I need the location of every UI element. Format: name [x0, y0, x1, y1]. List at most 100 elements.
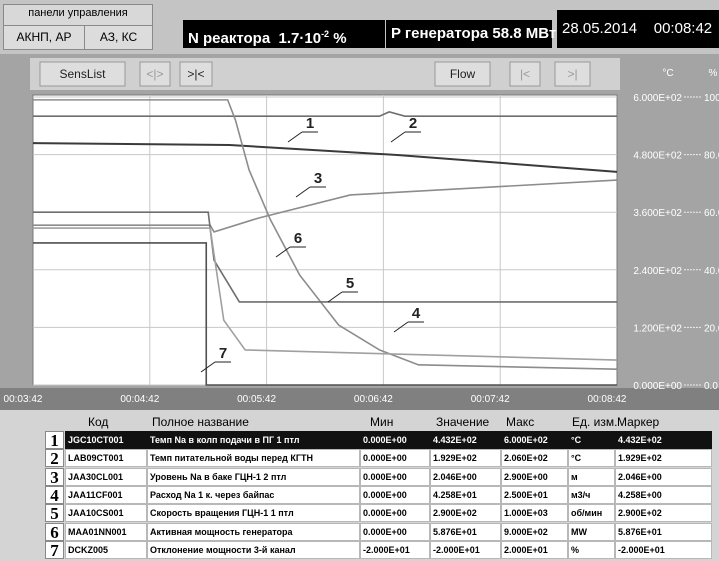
- label-leader: [390, 131, 406, 143]
- table-cell: Активная мощность генератора: [147, 522, 360, 541]
- y2-tick-label: 40.0: [704, 266, 719, 277]
- table-cell: 9.000E+02: [501, 522, 568, 541]
- table-cell: 1.929E+02: [615, 449, 712, 468]
- x-tick-label: 00:05:42: [237, 394, 276, 405]
- series-label: 4: [412, 305, 421, 322]
- table-cell: 4.432E+02: [615, 431, 712, 449]
- label-leader: [295, 186, 311, 198]
- toolbar-button[interactable]: Flow: [434, 61, 491, 87]
- table-cell: Скорость вращения ГЦН-1 1 птл: [147, 504, 360, 523]
- table-cell: 0.000E+00: [360, 522, 430, 541]
- button-bg: [139, 61, 171, 87]
- time: 00:08:42: [653, 20, 713, 37]
- table-cell: -2.000E+01: [430, 540, 501, 559]
- series-line: [33, 227, 618, 361]
- toolbar-button[interactable]: <|>: [139, 61, 171, 87]
- label-leader: [275, 246, 291, 258]
- panel-button[interactable]: АКНП, АР: [3, 25, 85, 50]
- series-line: [33, 242, 617, 386]
- label-leader: [327, 291, 343, 303]
- series-label: 6: [294, 230, 302, 247]
- plot-area: [32, 94, 618, 386]
- table-cell: 4.432E+02: [430, 431, 501, 449]
- table-cell: 5.876E+01: [615, 522, 712, 541]
- toolbar-button[interactable]: SensList: [39, 61, 126, 87]
- y2-tick-label: 0.0: [704, 381, 718, 392]
- row-number: 2: [45, 449, 64, 468]
- button-bg: [179, 61, 213, 87]
- exponent: -2: [321, 29, 330, 39]
- unit: МВт: [525, 25, 557, 42]
- button-label: Flow: [450, 67, 476, 81]
- panel-button[interactable]: АЗ, КС: [84, 25, 153, 50]
- toolbar-button[interactable]: >|: [554, 61, 591, 87]
- series-label: 7: [219, 345, 227, 362]
- x-tick-label: 00:06:42: [354, 394, 393, 405]
- x-tick-label: 00:07:42: [471, 394, 510, 405]
- table-cell: %: [568, 540, 615, 559]
- table-cell: DCKZ005: [65, 540, 147, 559]
- series-label: 2: [409, 115, 417, 132]
- row-number: 4: [45, 485, 64, 504]
- toolbar-button[interactable]: |<: [509, 61, 541, 87]
- x-tick-label: 00:03:42: [4, 394, 43, 405]
- table-cell: Уровень Na в баке ГЦН-1 2 птл: [147, 467, 360, 486]
- column-header: Значение: [436, 415, 490, 429]
- y-tick-label: 1.200E+02: [633, 323, 682, 334]
- button-label: SensList: [59, 67, 106, 81]
- series-label: 1: [306, 115, 314, 132]
- table-cell: 2.046E+00: [615, 467, 712, 486]
- row-number: 1: [45, 431, 64, 449]
- column-header: Код: [88, 415, 109, 429]
- table-cell: 2.046E+00: [430, 467, 501, 486]
- y2-tick-label: 20.0: [704, 323, 719, 334]
- table-cell: 0.000E+00: [360, 467, 430, 486]
- table-cell: 4.258E+01: [430, 485, 501, 504]
- label-leader: [393, 321, 409, 333]
- table-cell: 2.900E+00: [501, 467, 568, 486]
- series-line: [33, 211, 617, 303]
- table-cell: 1.000E+03: [501, 504, 568, 523]
- table-cell: JAA11CF001: [65, 485, 147, 504]
- time-strip: [0, 388, 719, 410]
- table-cell: об/мин: [568, 504, 615, 523]
- button-bg: [509, 61, 541, 87]
- table-cell: 0.000E+00: [360, 504, 430, 523]
- table-cell: Отклонение мощности 3-й канал: [147, 540, 360, 559]
- table-cell: Темп Na в колп подачи в ПГ 1 птл: [147, 431, 360, 449]
- series-line: [33, 99, 618, 370]
- y-tick-label: 0.000E+00: [633, 381, 682, 392]
- y2-tick-label: 80.0: [704, 151, 719, 162]
- top-bar: панели управления АКНП, АР АЗ, КС N реак…: [0, 0, 719, 54]
- table-cell: -2.000E+01: [615, 540, 712, 559]
- date: 28.05.2014: [562, 20, 638, 37]
- table-cell: м: [568, 467, 615, 486]
- table-cell: 0.000E+00: [360, 485, 430, 504]
- table-cell: 2.900E+02: [615, 504, 712, 523]
- panel-title: панели управления: [28, 7, 128, 19]
- chart-panel: SensList <|> >|< Flow |< >| °C % 6.000E+02 4.800E…: [0, 54, 719, 410]
- toolbar-button[interactable]: >|<: [179, 61, 213, 87]
- clock: 28.05.2014 00:08:42: [557, 10, 719, 48]
- table-cell: LAB09CT001: [65, 449, 147, 468]
- table-cell: Темп питательной воды перед КГТН: [147, 449, 360, 468]
- sensor-table: Код Полное название Мин Значение Макс Ед. изм…: [0, 410, 719, 561]
- table-cell: JAA10CS001: [65, 504, 147, 523]
- label-leader: [200, 361, 216, 373]
- series-label: 5: [346, 275, 354, 292]
- series-line: [32, 142, 618, 173]
- column-header: Ед. изм.: [572, 415, 618, 429]
- table-cell: 2.900E+02: [430, 504, 501, 523]
- value: 58.8: [492, 25, 522, 42]
- x-tick-label: 00:08:42: [588, 394, 627, 405]
- button-bg: [554, 61, 591, 87]
- table-cell: 2.500E+01: [501, 485, 568, 504]
- row-number: 5: [45, 504, 64, 523]
- unit: %: [333, 30, 347, 47]
- table-cell: 2.000E+01: [501, 540, 568, 559]
- label: N реактора: [188, 30, 271, 47]
- column-header: Полное название: [152, 415, 249, 429]
- row-number: 7: [45, 540, 64, 559]
- button-label: >|<: [187, 67, 204, 81]
